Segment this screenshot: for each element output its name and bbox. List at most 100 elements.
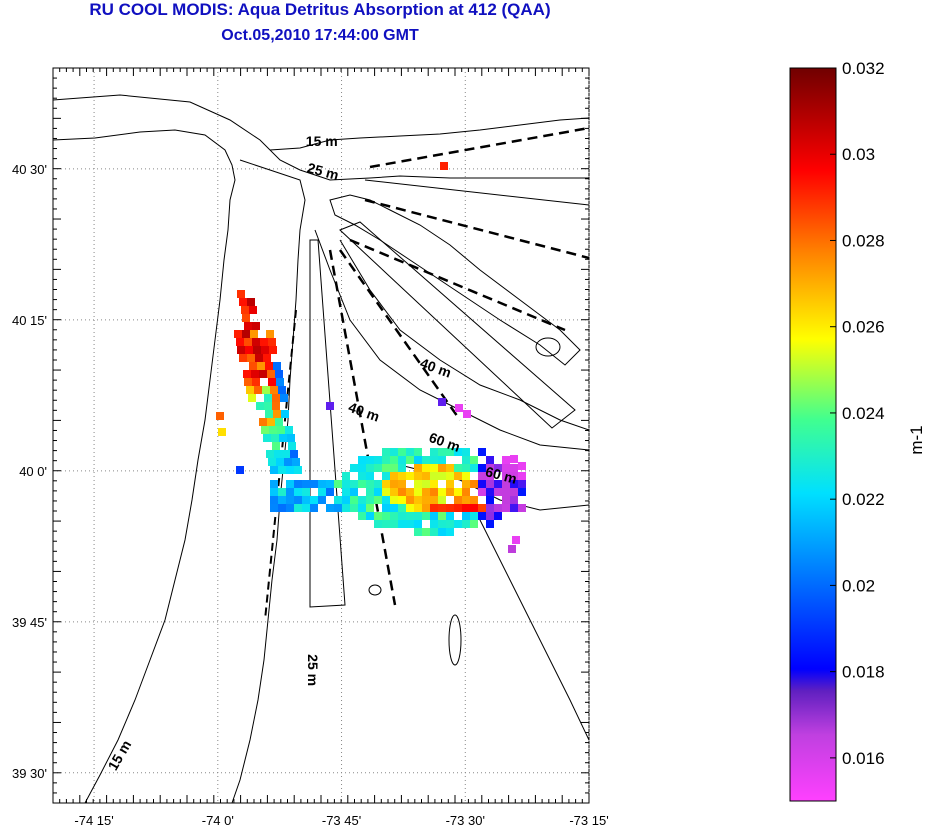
data-pixel	[281, 410, 289, 418]
data-pixel	[494, 504, 502, 512]
data-pixel	[478, 464, 486, 472]
data-pixel	[502, 504, 510, 512]
x-tick-label: -73 45'	[322, 813, 361, 828]
data-pixel	[406, 456, 414, 464]
data-pixel	[414, 472, 422, 480]
data-pixel	[261, 346, 269, 354]
data-pixel	[502, 472, 510, 480]
data-pixel	[374, 480, 382, 488]
contour-60m	[339, 239, 589, 431]
data-pixel	[454, 520, 462, 528]
data-pixel	[454, 448, 462, 456]
data-pixel	[478, 488, 486, 496]
data-pixel	[239, 298, 247, 306]
data-pixel	[454, 472, 462, 480]
data-pixel	[486, 488, 494, 496]
data-pixel	[502, 464, 510, 472]
data-pixel	[438, 512, 446, 520]
data-pixel	[261, 426, 269, 434]
data-pixel	[486, 456, 494, 464]
data-pixel	[350, 504, 358, 512]
traffic-lane-dashed-3	[349, 238, 566, 332]
data-pixel	[334, 504, 342, 512]
data-pixel	[358, 472, 366, 480]
data-pixel	[382, 456, 390, 464]
data-pixel	[414, 480, 422, 488]
data-pixel	[268, 378, 276, 386]
data-pixel	[414, 488, 422, 496]
data-pixel	[502, 496, 510, 504]
data-pixel	[358, 504, 366, 512]
colorbar-tick-label: 0.024	[842, 404, 885, 423]
data-pixel	[252, 378, 260, 386]
data-pixel	[398, 448, 406, 456]
data-pixel	[294, 504, 302, 512]
data-pixel	[422, 512, 430, 520]
data-pixel	[302, 480, 310, 488]
data-pixel	[266, 330, 274, 338]
data-pixel	[350, 480, 358, 488]
data-pixel	[406, 512, 414, 520]
data-pixel	[398, 464, 406, 472]
data-pixel	[462, 488, 470, 496]
data-pixel	[259, 418, 267, 426]
data-pixel	[430, 528, 438, 536]
data-pixel	[508, 545, 516, 553]
data-pixel	[478, 480, 486, 488]
data-pixel	[406, 448, 414, 456]
colorbar-tick-label: 0.016	[842, 749, 885, 768]
data-pixel	[277, 426, 285, 434]
data-pixel	[286, 488, 294, 496]
data-pixel	[382, 480, 390, 488]
data-pixel	[406, 520, 414, 528]
contour-label: 25 m	[306, 159, 341, 183]
data-pixel	[478, 472, 486, 480]
data-pixel	[398, 488, 406, 496]
data-pixel	[422, 456, 430, 464]
data-pixel	[244, 322, 252, 330]
data-pixel	[262, 386, 270, 394]
data-pixel	[278, 386, 286, 394]
data-pixel	[422, 480, 430, 488]
data-pixel	[422, 488, 430, 496]
data-pixel	[438, 472, 446, 480]
data-pixel	[250, 330, 258, 338]
data-pixel	[430, 520, 438, 528]
long-island-shore	[269, 117, 589, 151]
data-pixel	[494, 512, 502, 520]
data-pixel	[502, 488, 510, 496]
colorbar-tick-label: 0.018	[842, 663, 885, 682]
data-pixel	[256, 402, 264, 410]
data-pixel	[438, 520, 446, 528]
data-pixel	[259, 370, 267, 378]
data-pixel	[414, 520, 422, 528]
data-pixel	[438, 488, 446, 496]
data-pixel	[486, 480, 494, 488]
nj-coastline	[53, 129, 236, 803]
traffic-lane-dashed-1	[369, 126, 589, 169]
data-pixel	[294, 480, 302, 488]
data-pixel	[390, 464, 398, 472]
data-pixel	[269, 346, 277, 354]
data-pixel	[446, 528, 454, 536]
data-pixel	[257, 362, 265, 370]
data-pixel	[260, 338, 268, 346]
data-pixel	[318, 480, 326, 488]
data-pixel	[430, 480, 438, 488]
data-pixel	[342, 472, 350, 480]
data-pixel	[462, 472, 470, 480]
traffic-lane-dashed-2	[364, 198, 589, 260]
data-pixel	[486, 472, 494, 480]
data-pixel	[510, 464, 518, 472]
data-pixel	[243, 370, 251, 378]
data-pixel	[494, 488, 502, 496]
data-pixel	[247, 354, 255, 362]
data-pixel	[266, 450, 274, 458]
data-pixel	[248, 394, 256, 402]
data-pixel	[438, 464, 446, 472]
data-pixel	[462, 456, 470, 464]
data-pixel	[422, 472, 430, 480]
data-pixel	[302, 488, 310, 496]
data-pixel	[244, 378, 252, 386]
data-pixel	[486, 520, 494, 528]
